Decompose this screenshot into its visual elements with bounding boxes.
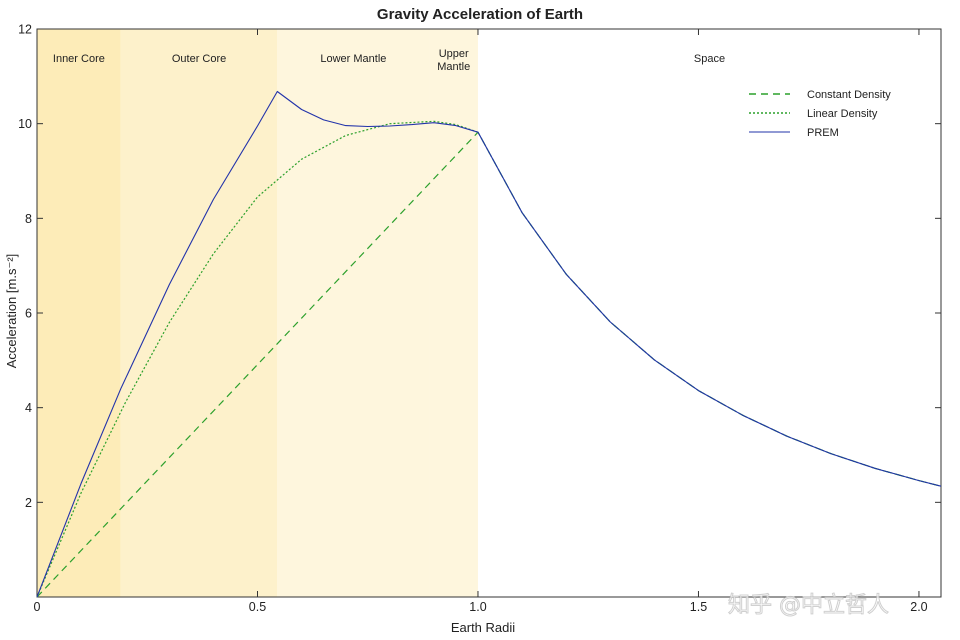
region-label-4: Space [694,53,725,65]
region-band-0 [37,29,121,597]
chart-title: Gravity Acceleration of Earth [377,6,583,23]
y-axis-label: Acceleration [m.s⁻²] [4,254,19,369]
region-label-2: Lower Mantle [320,53,386,65]
region-bands [37,29,941,597]
legend-label-0: Constant Density [807,89,891,101]
y-tick-label-0: 2 [25,496,32,510]
region-label-3: Upper Mantle [437,48,470,73]
axis-ticks: 0 0.5 1.0 1.5 2.0 2 4 6 8 10 12 [18,23,941,614]
y-tick-label-2: 6 [25,307,32,321]
x-tick-label-2: 1.0 [469,600,486,614]
region-labels: Inner Core Outer Core Lower Mantle Upper Man… [53,48,725,73]
legend-label-2: PREM [807,127,839,139]
x-axis-label: Earth Radii [451,620,515,635]
x-tick-label-3: 1.5 [690,600,707,614]
y-tick-label-4: 10 [18,117,32,131]
region-label-1: Outer Core [172,53,226,65]
series-lines [36,90,942,598]
region-label-0: Inner Core [53,53,105,65]
y-tick-label-1: 4 [25,401,32,415]
y-tick-label-5: 12 [18,23,32,37]
legend: Constant Density Linear Density PREM [749,89,891,139]
y-tick-label-3: 8 [25,212,32,226]
x-tick-label-1: 0.5 [249,600,266,614]
region-band-3 [429,29,478,597]
region-band-4 [477,29,941,597]
legend-label-1: Linear Density [807,108,878,120]
x-tick-label-4: 2.0 [910,600,927,614]
region-band-1 [120,29,278,597]
region-band-2 [277,29,430,597]
series-prem-line [36,90,942,598]
x-tick-label-0: 0 [34,600,41,614]
watermark: 知乎 @中立哲人 [728,593,889,618]
